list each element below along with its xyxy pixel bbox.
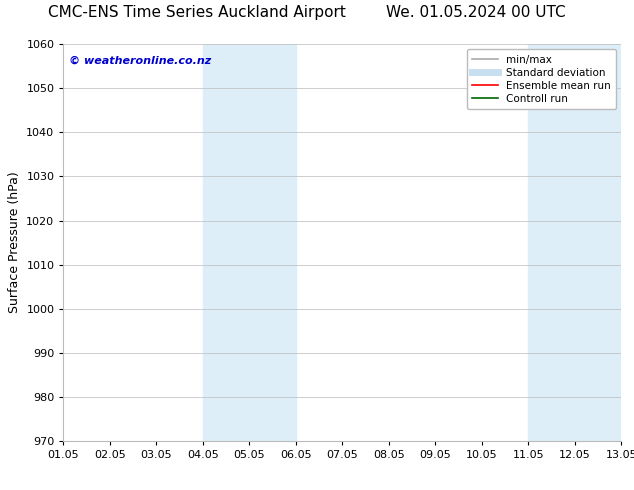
Y-axis label: Surface Pressure (hPa): Surface Pressure (hPa) bbox=[8, 172, 21, 314]
Bar bbox=[528, 44, 621, 441]
Bar bbox=[203, 44, 296, 441]
Text: We. 01.05.2024 00 UTC: We. 01.05.2024 00 UTC bbox=[385, 4, 566, 20]
Legend: min/max, Standard deviation, Ensemble mean run, Controll run: min/max, Standard deviation, Ensemble me… bbox=[467, 49, 616, 109]
Text: CMC-ENS Time Series Auckland Airport: CMC-ENS Time Series Auckland Airport bbox=[48, 4, 346, 20]
Text: © weatheronline.co.nz: © weatheronline.co.nz bbox=[69, 56, 211, 66]
